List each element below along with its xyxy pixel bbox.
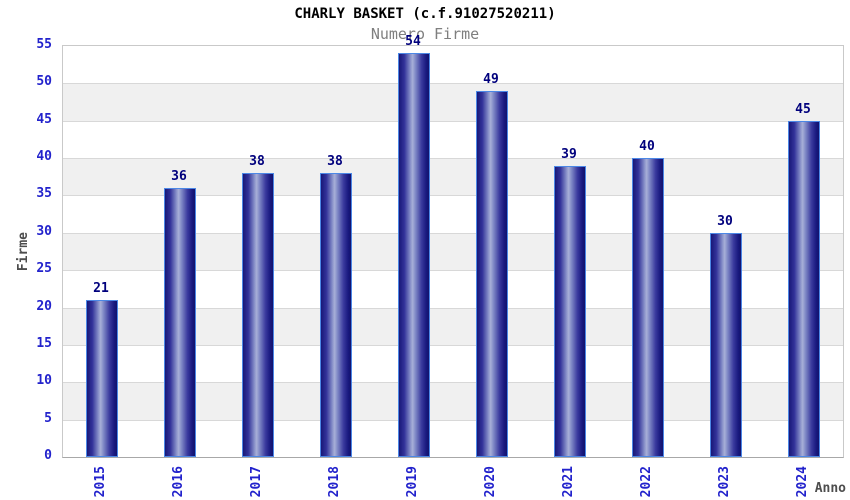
gridline — [63, 419, 843, 421]
gridline — [63, 158, 843, 160]
y-tick-label: 0 — [44, 448, 52, 463]
bar-2024 — [788, 120, 820, 457]
x-tick-label: 2020 — [483, 466, 498, 498]
x-tick-label: 2024 — [795, 466, 810, 498]
bar-2022 — [632, 158, 664, 457]
plot-band — [63, 120, 843, 159]
gridline — [63, 307, 843, 309]
x-tick-label: 2016 — [171, 466, 186, 498]
x-tick-label: 2019 — [405, 466, 420, 498]
bar-value-label: 21 — [93, 281, 109, 297]
y-tick-label: 20 — [36, 298, 52, 314]
bar-2019 — [398, 53, 430, 457]
plot-area — [62, 45, 844, 458]
x-tick-label: 2015 — [93, 466, 108, 498]
bar-value-label: 36 — [171, 168, 187, 184]
bar-value-label: 54 — [405, 34, 421, 50]
bar-2021 — [554, 165, 586, 457]
bar-value-label: 38 — [327, 154, 343, 170]
x-tick-label: 2021 — [561, 466, 576, 498]
chart-title: CHARLY BASKET (c.f.91027520211) — [294, 6, 556, 22]
y-tick-label: 10 — [36, 373, 52, 389]
bar-value-label: 38 — [249, 154, 265, 170]
bar-2018 — [320, 173, 352, 457]
chart-subtitle: Numero Firme — [370, 25, 480, 43]
bar-2016 — [164, 187, 196, 457]
plot-band — [63, 83, 843, 121]
y-tick-label: 50 — [36, 74, 52, 90]
y-tick-label: 25 — [36, 261, 52, 277]
y-tick-label: 5 — [44, 410, 52, 426]
x-tick-label: 2023 — [717, 466, 732, 498]
y-tick-label: 30 — [36, 223, 52, 239]
gridline — [63, 270, 843, 272]
bar-2023 — [710, 232, 742, 457]
bar-value-label: 40 — [639, 139, 655, 155]
y-tick-label: 40 — [36, 149, 52, 165]
x-axis-label: Anno — [814, 481, 846, 496]
gridline — [63, 83, 843, 85]
x-tick-label: 2017 — [249, 466, 264, 498]
bar-value-label: 45 — [795, 101, 811, 117]
y-tick-label: 45 — [36, 111, 52, 127]
x-tick-label: 2018 — [327, 466, 342, 498]
gridline — [63, 120, 843, 122]
bar-value-label: 39 — [561, 146, 577, 162]
bar-value-label: 30 — [717, 213, 733, 229]
bar-value-label: 49 — [483, 71, 499, 87]
x-tick-label: 2022 — [639, 466, 654, 498]
bar-2017 — [242, 173, 274, 457]
gridline — [63, 382, 843, 384]
bar-2020 — [476, 90, 508, 457]
plot-band — [63, 46, 843, 84]
y-tick-label: 55 — [36, 37, 52, 52]
y-tick-label: 15 — [36, 335, 52, 351]
gridline — [63, 232, 843, 234]
gridline — [63, 195, 843, 197]
bar-2015 — [86, 300, 118, 457]
gridline — [63, 344, 843, 346]
y-tick-label: 35 — [36, 186, 52, 202]
